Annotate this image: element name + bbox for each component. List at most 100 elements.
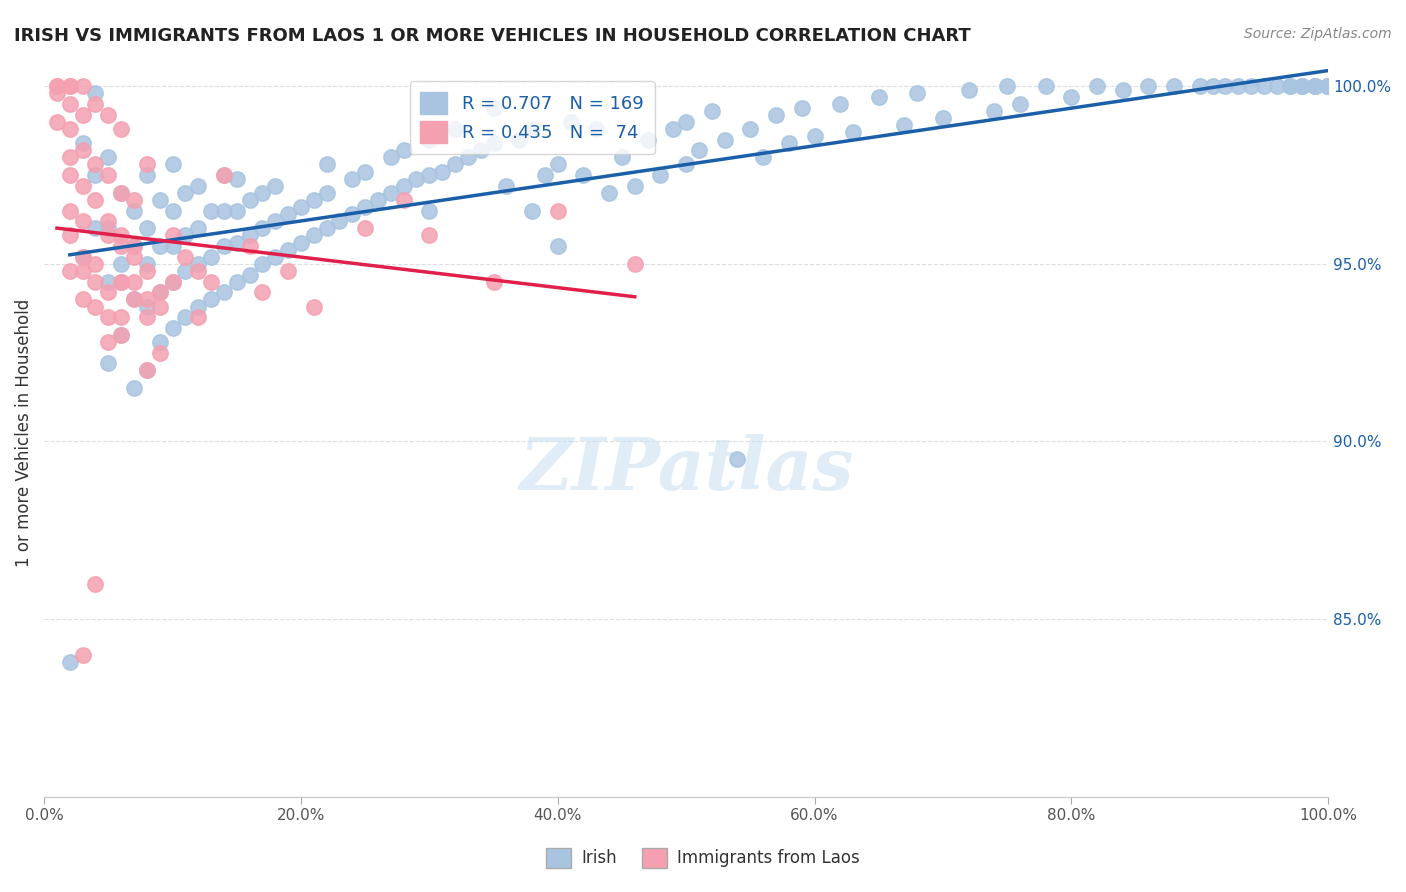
Point xyxy=(84,97,107,112)
Point xyxy=(252,186,274,200)
Point xyxy=(110,257,132,271)
Legend: Irish, Immigrants from Laos: Irish, Immigrants from Laos xyxy=(540,841,866,875)
Point xyxy=(1303,79,1326,94)
Point xyxy=(122,239,145,253)
Point xyxy=(187,310,209,325)
Point xyxy=(135,300,157,314)
Point xyxy=(868,90,890,104)
Point xyxy=(46,115,69,129)
Point xyxy=(1317,79,1340,94)
Point xyxy=(84,157,107,171)
Point xyxy=(225,235,247,250)
Text: Source: ZipAtlas.com: Source: ZipAtlas.com xyxy=(1244,27,1392,41)
Point xyxy=(405,171,427,186)
Point xyxy=(72,108,94,122)
Point xyxy=(418,228,440,243)
Point xyxy=(1317,79,1340,94)
Point xyxy=(84,576,107,591)
Point xyxy=(380,186,402,200)
Point xyxy=(238,228,260,243)
Point xyxy=(110,327,132,342)
Point xyxy=(149,334,172,349)
Point xyxy=(277,264,299,278)
Point xyxy=(174,228,197,243)
Point xyxy=(162,203,184,218)
Point xyxy=(135,157,157,171)
Point xyxy=(200,250,222,264)
Point xyxy=(59,79,82,94)
Point xyxy=(1163,79,1185,94)
Point xyxy=(585,122,607,136)
Point xyxy=(778,136,800,150)
Point xyxy=(1317,79,1340,94)
Point xyxy=(110,122,132,136)
Point xyxy=(662,122,685,136)
Point xyxy=(149,345,172,359)
Point xyxy=(830,97,852,112)
Point xyxy=(122,293,145,307)
Point xyxy=(110,327,132,342)
Point xyxy=(122,381,145,395)
Point xyxy=(84,193,107,207)
Point xyxy=(444,157,467,171)
Point xyxy=(59,122,82,136)
Point xyxy=(72,250,94,264)
Point xyxy=(149,285,172,300)
Point xyxy=(135,257,157,271)
Point xyxy=(520,203,543,218)
Point xyxy=(110,228,132,243)
Point xyxy=(238,268,260,282)
Point xyxy=(392,193,415,207)
Point xyxy=(110,275,132,289)
Point xyxy=(1317,79,1340,94)
Point xyxy=(110,186,132,200)
Point xyxy=(187,221,209,235)
Point xyxy=(1317,79,1340,94)
Point xyxy=(1278,79,1301,94)
Point xyxy=(1060,90,1083,104)
Point xyxy=(84,300,107,314)
Point xyxy=(97,221,120,235)
Point xyxy=(174,264,197,278)
Point xyxy=(97,275,120,289)
Point xyxy=(225,275,247,289)
Point xyxy=(1008,97,1031,112)
Point xyxy=(1188,79,1211,94)
Point xyxy=(790,101,813,115)
Point xyxy=(623,178,645,193)
Text: ZIPatlas: ZIPatlas xyxy=(519,434,853,505)
Point xyxy=(842,125,865,139)
Point xyxy=(187,300,209,314)
Point xyxy=(1317,79,1340,94)
Point xyxy=(59,228,82,243)
Point xyxy=(59,264,82,278)
Point xyxy=(97,214,120,228)
Point xyxy=(97,108,120,122)
Point xyxy=(752,150,775,164)
Point xyxy=(84,275,107,289)
Point xyxy=(84,87,107,101)
Point xyxy=(212,168,235,182)
Point xyxy=(1317,79,1340,94)
Point xyxy=(444,122,467,136)
Point xyxy=(46,79,69,94)
Point xyxy=(290,235,312,250)
Point xyxy=(905,87,928,101)
Point xyxy=(1227,79,1250,94)
Point xyxy=(72,648,94,662)
Point xyxy=(1317,79,1340,94)
Point xyxy=(623,257,645,271)
Point xyxy=(1317,79,1340,94)
Point xyxy=(187,178,209,193)
Point xyxy=(200,275,222,289)
Legend: R = 0.707   N = 169, R = 0.435   N =  74: R = 0.707 N = 169, R = 0.435 N = 74 xyxy=(409,81,655,154)
Point xyxy=(252,285,274,300)
Point xyxy=(59,97,82,112)
Point xyxy=(1278,79,1301,94)
Point xyxy=(277,243,299,257)
Point xyxy=(508,132,530,146)
Point xyxy=(212,168,235,182)
Point xyxy=(893,119,915,133)
Point xyxy=(1317,79,1340,94)
Point xyxy=(560,115,582,129)
